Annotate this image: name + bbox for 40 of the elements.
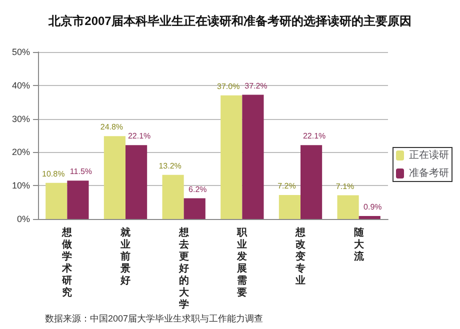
legend-label: 正在读研: [409, 149, 449, 161]
bar: [162, 174, 184, 219]
data-label: 6.2%: [188, 184, 207, 194]
y-tick-label: 20%: [12, 147, 30, 158]
data-label: 10.8%: [42, 169, 65, 178]
bar: [67, 180, 89, 219]
data-label: 11.5%: [70, 167, 92, 176]
bar: [184, 198, 206, 219]
bar: [126, 145, 148, 219]
data-label: 7.2%: [278, 181, 296, 190]
data-label: 13.2%: [158, 161, 182, 170]
legend-label: 准备考研: [409, 167, 449, 179]
data-label: 7.1%: [336, 182, 354, 191]
bar: [278, 194, 300, 219]
x-tick-label: 想做学术研究: [61, 226, 74, 298]
bar: [300, 145, 322, 219]
y-tick-label: 40%: [12, 80, 30, 90]
x-tick-label: 想去更好的大学: [178, 226, 190, 310]
chart-title: 北京市2007届本科毕业生正在读研和准备考研的选择读研的主要原因: [48, 14, 412, 28]
x-tick-label: 职业发展需要: [236, 228, 248, 298]
data-label: 22.1%: [128, 132, 151, 141]
x-tick-label: 想改变专业: [294, 226, 306, 286]
source-note: 数据来源：中国2007届大学毕业生求职与工作能力调查: [45, 314, 264, 324]
y-tick-label: 30%: [12, 114, 30, 124]
bar: [337, 195, 359, 219]
y-tick-label: 0%: [16, 214, 30, 224]
y-tick-label: 50%: [12, 47, 30, 57]
y-tick-label: 10%: [12, 180, 30, 191]
bar: [358, 216, 380, 219]
data-label: 37.0%: [217, 82, 240, 91]
bar: [104, 136, 126, 219]
data-label: 37.2%: [244, 81, 268, 90]
data-label: 0.9%: [364, 202, 382, 212]
data-label: 22.1%: [302, 132, 326, 141]
x-tick-label: 就业前景好: [120, 226, 130, 286]
x-tick-label: 随大流: [352, 226, 365, 262]
data-label: 24.8%: [100, 122, 124, 132]
bar: [46, 182, 68, 219]
bar: [220, 95, 242, 219]
bar: [242, 94, 264, 219]
